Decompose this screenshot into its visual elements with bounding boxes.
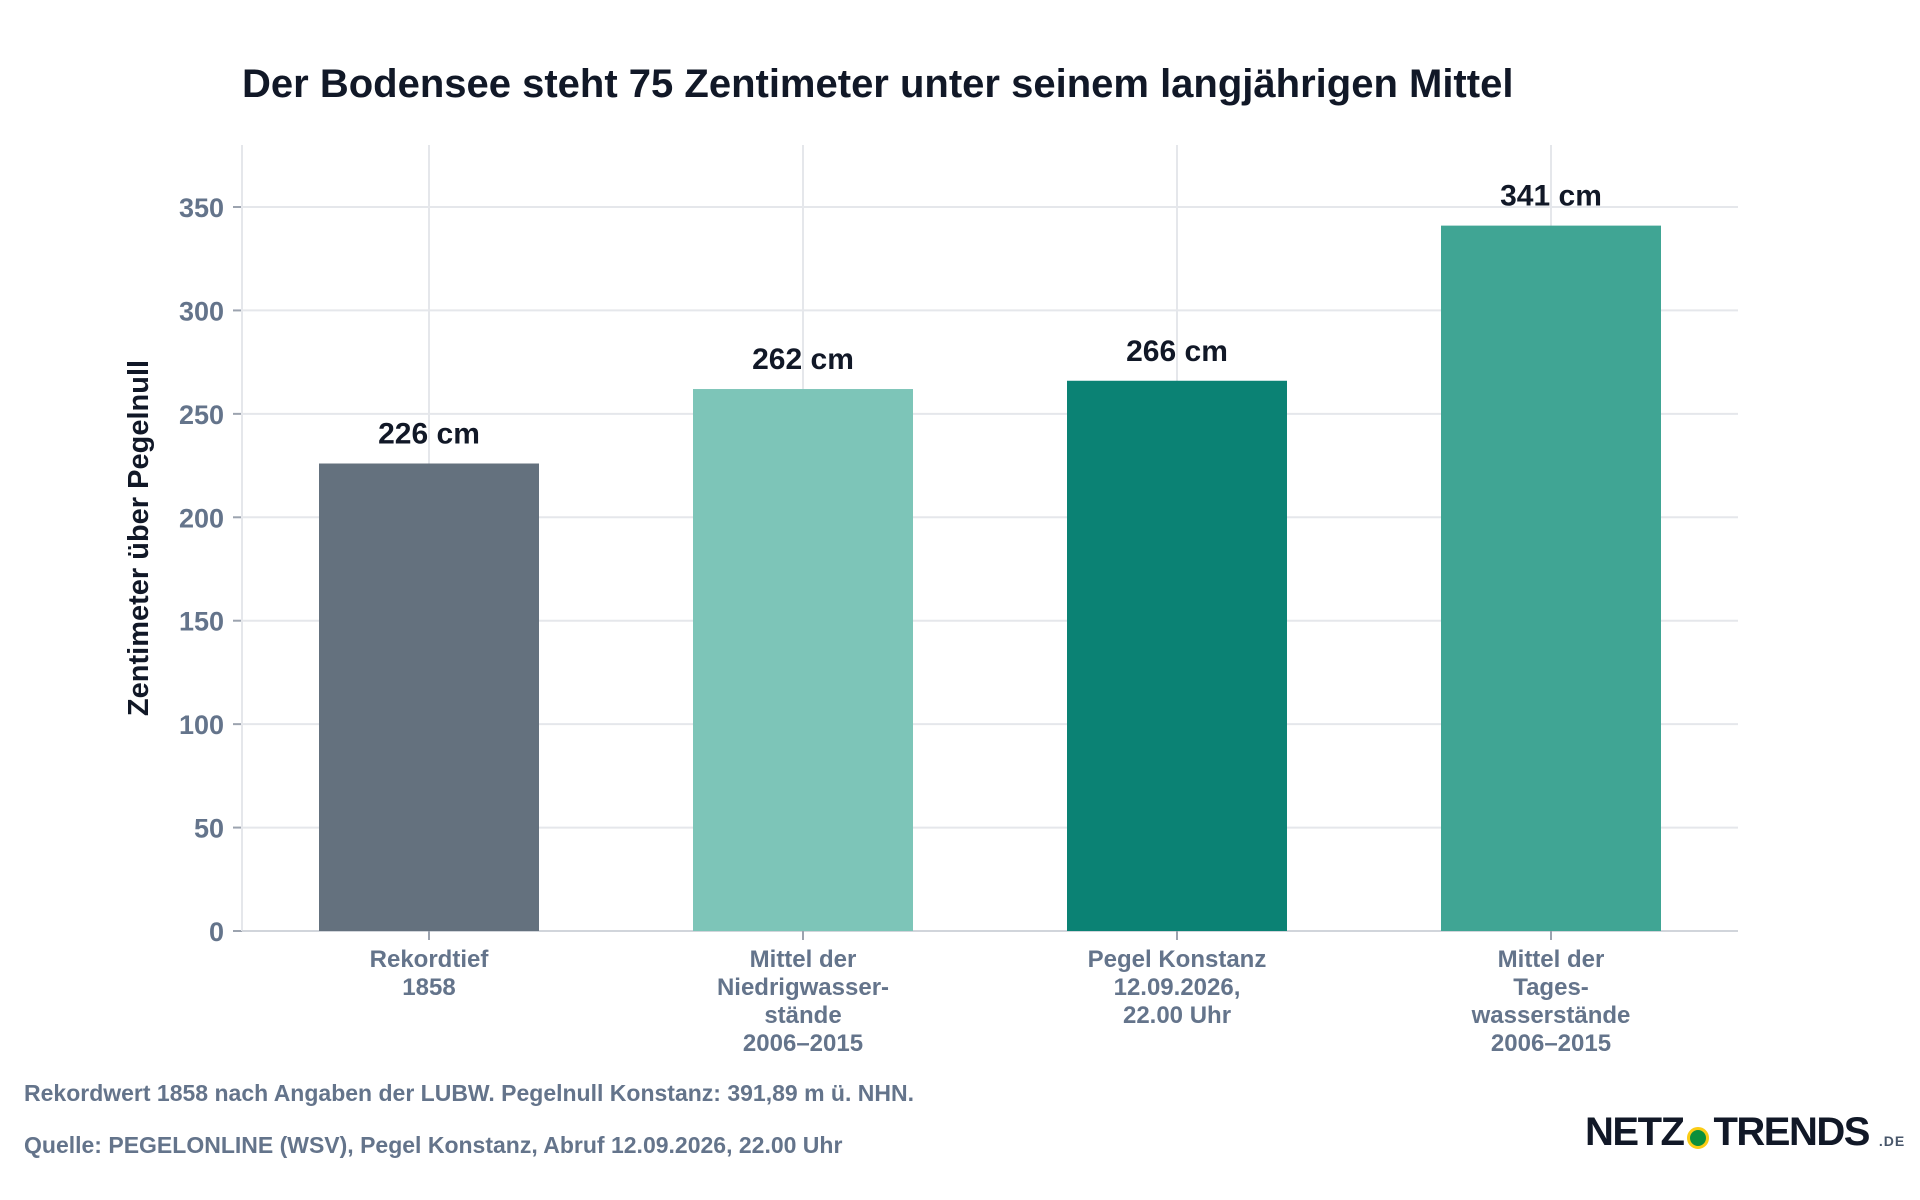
x-tick-label-line: Tages- — [1513, 974, 1589, 1001]
x-tick-label-line: Mittel der — [1498, 946, 1605, 973]
bars — [319, 225, 1661, 932]
x-tick-label-line: 2006–2015 — [743, 1030, 863, 1057]
x-tick-label-line: Rekordtief — [370, 946, 490, 973]
chart-title: Der Bodensee steht 75 Zentimeter unter s… — [242, 62, 1514, 106]
bar — [1441, 225, 1661, 932]
footnote-source: Quelle: PEGELONLINE (WSV), Pegel Konstan… — [24, 1132, 843, 1158]
x-tick-label: Mittel der Niedrigwasser-stände 2006–2015 — [717, 946, 889, 1057]
x-tick-label-line: 1858 — [402, 974, 455, 1001]
y-axis-title: Zentimeter über Pegelnull — [123, 360, 155, 716]
bar — [319, 463, 539, 931]
bar-chart: 0 50 100 150 200 250 300 350 226 cm Rekordtief 185… — [123, 145, 1738, 1057]
x-tick-label-line: Pegel Konstanz — [1088, 946, 1267, 973]
x-tick-label-line: wasserstände — [1471, 1002, 1631, 1029]
bar-value-label: 226 cm — [378, 418, 480, 451]
y-tick-label: 250 — [179, 400, 224, 430]
y-tick-label: 100 — [179, 710, 224, 740]
x-tick-label-line: stände — [764, 1002, 841, 1029]
x-tick-label: Pegel Konstanz 12.09.2026, 22.00 Uhr — [1088, 946, 1267, 1029]
logo-text-left: NETZ — [1585, 1109, 1685, 1154]
bar — [1067, 380, 1287, 931]
x-tick-label-line: 12.09.2026, — [1114, 974, 1241, 1001]
logo-text-right: TRENDS — [1713, 1109, 1870, 1154]
y-tick-label: 150 — [179, 607, 224, 637]
x-tick-label: Rekordtief 1858 — [370, 946, 490, 1001]
x-tick-label: Mittel der Tages-wasserstände 2006–2015 — [1471, 946, 1631, 1057]
bar-value-label: 266 cm — [1126, 335, 1228, 368]
bar-value-label: 341 cm — [1500, 180, 1602, 213]
x-tick-label-line: 2006–2015 — [1491, 1030, 1611, 1057]
x-tick-label-line: 22.00 Uhr — [1123, 1002, 1231, 1029]
labels: 0 50 100 150 200 250 300 350 226 cm Rekordtief 185… — [179, 180, 1630, 1057]
y-tick-label: 50 — [194, 814, 224, 844]
bar — [693, 389, 913, 931]
y-tick-label: 200 — [179, 503, 224, 533]
logo-dot-icon — [1687, 1127, 1710, 1149]
y-tick-label: 0 — [209, 917, 224, 947]
y-tick-label: 300 — [179, 296, 224, 326]
logo-tld: .DE — [1878, 1133, 1906, 1149]
bar-value-label: 262 cm — [752, 343, 854, 376]
y-tick-label: 350 — [179, 193, 224, 223]
x-tick-label-line: Niedrigwasser- — [717, 974, 889, 1001]
x-tick-label-line: Mittel der — [750, 946, 857, 973]
netztrends-logo: NETZ TRENDS .DE — [1585, 1108, 1905, 1156]
footnote-note: Rekordwert 1858 nach Angaben der LUBW. P… — [24, 1080, 914, 1106]
